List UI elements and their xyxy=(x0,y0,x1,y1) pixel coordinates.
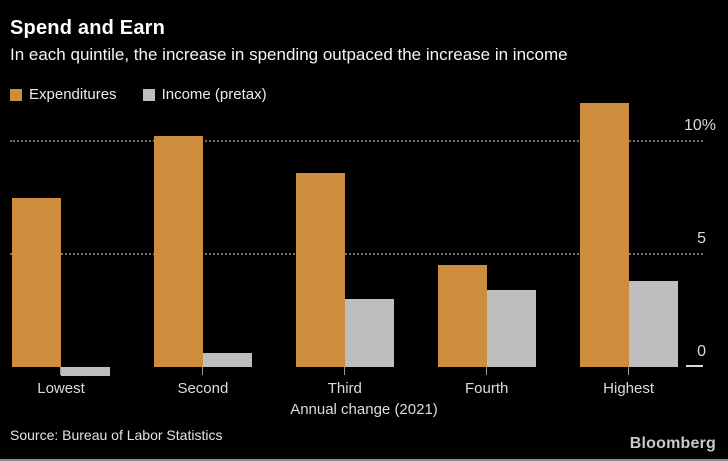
zero-axis-tick xyxy=(686,365,703,367)
x-axis-tick xyxy=(60,367,62,375)
gridline-5 xyxy=(10,253,703,255)
income-bar-lowest xyxy=(61,367,110,377)
legend-item-income: Income (pretax) xyxy=(142,86,267,103)
category-label-lowest: Lowest xyxy=(37,380,85,397)
expenditures-bar-third xyxy=(295,172,345,367)
income-swatch-icon xyxy=(142,88,155,101)
bloomberg-logo: Bloomberg xyxy=(629,435,716,452)
income-bar-third xyxy=(344,299,394,367)
chart-title: Spend and Earn xyxy=(10,17,166,39)
y-tick-label-5: 5 xyxy=(697,230,706,247)
x-axis-tick xyxy=(627,367,630,375)
bottom-border xyxy=(0,459,728,461)
category-label-fourth: Fourth xyxy=(465,380,509,397)
category-label-highest: Highest xyxy=(603,380,655,397)
x-axis-tick xyxy=(485,367,488,375)
expenditures-bar-lowest xyxy=(12,197,61,367)
source-note: Source: Bureau of Labor Statistics xyxy=(10,427,223,443)
legend-item-expenditures: Expenditures xyxy=(10,86,117,103)
y-tick-label-10pct: 10% xyxy=(683,117,716,134)
chart-subtitle: In each quintile, the increase in spendi… xyxy=(10,45,568,64)
category-label-third: Third xyxy=(327,380,362,397)
expenditures-bar-second xyxy=(153,136,203,367)
y-tick-label-0: 0 xyxy=(697,343,706,360)
legend: Expenditures Income (pretax) xyxy=(10,86,267,103)
x-axis-title: Annual change (2021) xyxy=(290,401,438,418)
income-bar-second xyxy=(202,353,252,367)
expenditures-swatch-icon xyxy=(10,88,22,101)
legend-label-income: Income (pretax) xyxy=(161,86,267,103)
expenditures-bar-highest xyxy=(579,102,629,367)
expenditures-bar-fourth xyxy=(437,265,487,367)
category-label-second: Second xyxy=(177,380,229,397)
income-bar-fourth xyxy=(486,290,536,367)
income-bar-highest xyxy=(628,281,678,367)
x-axis-tick xyxy=(343,367,346,375)
legend-label-expenditures: Expenditures xyxy=(29,86,117,103)
gridline-10 xyxy=(10,140,703,142)
x-axis-tick xyxy=(201,367,204,375)
